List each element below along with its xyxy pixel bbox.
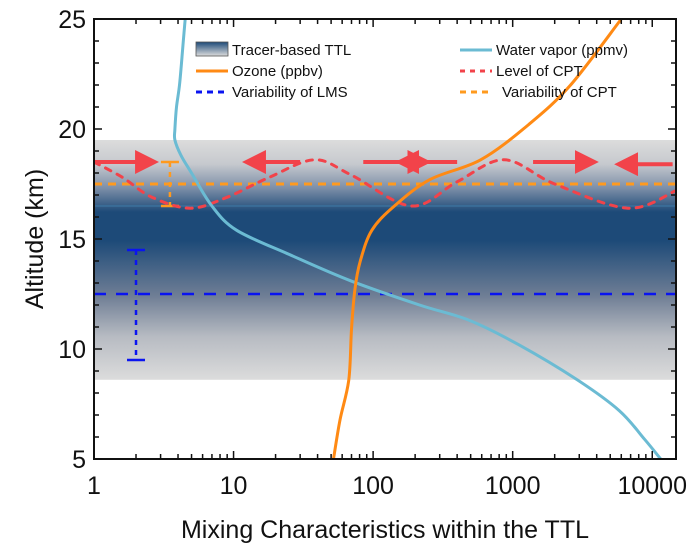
legend-item-variability-of-lms: Variability of LMS [196, 84, 348, 101]
legend-item-ozone-ppbv: Ozone (ppbv) [196, 63, 323, 80]
x-tick-label: 1 [87, 472, 101, 500]
legend-label: Variability of CPT [502, 84, 617, 101]
legend: Tracer-based TTL Water vapor (ppmv) Ozone … [195, 41, 628, 101]
legend-label: Level of CPT [496, 63, 583, 80]
y-tick-label: 10 [58, 336, 86, 364]
x-tick-label: 1000 [485, 472, 541, 500]
legend-item-water-vapor-ppmv: Water vapor (ppmv) [460, 42, 628, 59]
ozone-line [332, 19, 623, 459]
x-tick-label: 100 [352, 472, 394, 500]
x-axis-title: Mixing Characteristics within the TTL [181, 516, 589, 544]
legend-label: Variability of LMS [232, 84, 348, 101]
legend-label: Ozone (ppbv) [232, 63, 323, 80]
y-tick-label: 5 [72, 446, 86, 474]
y-tick-label: 25 [58, 6, 86, 34]
legend-label: Water vapor (ppmv) [496, 42, 628, 59]
ttl-band [94, 140, 676, 380]
y-axis-title: Altitude (km) [21, 169, 49, 309]
y-tick-label: 15 [58, 226, 86, 254]
water-vapor-line [172, 19, 662, 459]
legend-label: Tracer-based TTL [232, 42, 351, 59]
legend-item-level-of-cpt: Level of CPT [460, 63, 583, 80]
legend-item-variability-of-cpt: Variability of CPT [460, 84, 617, 101]
x-tick-label: 10000 [617, 472, 687, 500]
legend-item-tracer-based-ttl: Tracer-based TTL [195, 41, 351, 59]
x-tick-label: 10 [220, 472, 248, 500]
legend-swatch-ttl [195, 41, 229, 57]
y-tick-label: 20 [58, 116, 86, 144]
cpt-level-line [94, 158, 676, 210]
